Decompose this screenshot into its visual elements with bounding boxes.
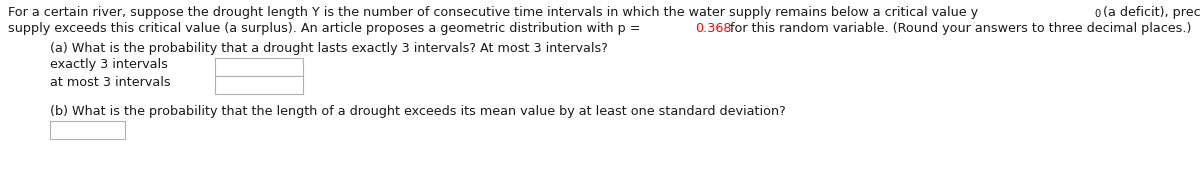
Text: for this random variable. (Round your answers to three decimal places.): for this random variable. (Round your an… [726,22,1192,35]
Text: (a deficit), preceded by and followed by periods in which the: (a deficit), preceded by and followed by… [1099,6,1200,19]
Text: (b) What is the probability that the length of a drought exceeds its mean value : (b) What is the probability that the len… [50,105,786,118]
Text: exactly 3 intervals: exactly 3 intervals [50,58,168,71]
Text: supply exceeds this critical value (a surplus). An article proposes a geometric : supply exceeds this critical value (a su… [8,22,644,35]
Text: 0: 0 [1094,9,1100,19]
Text: For a certain river, suppose the drought length Y is the number of consecutive t: For a certain river, suppose the drought… [8,6,978,19]
FancyBboxPatch shape [215,58,302,76]
FancyBboxPatch shape [50,121,125,139]
Text: (a) What is the probability that a drought lasts exactly 3 intervals? At most 3 : (a) What is the probability that a droug… [50,42,608,55]
Text: 0.368: 0.368 [695,22,732,35]
Text: at most 3 intervals: at most 3 intervals [50,76,170,89]
FancyBboxPatch shape [215,76,302,94]
